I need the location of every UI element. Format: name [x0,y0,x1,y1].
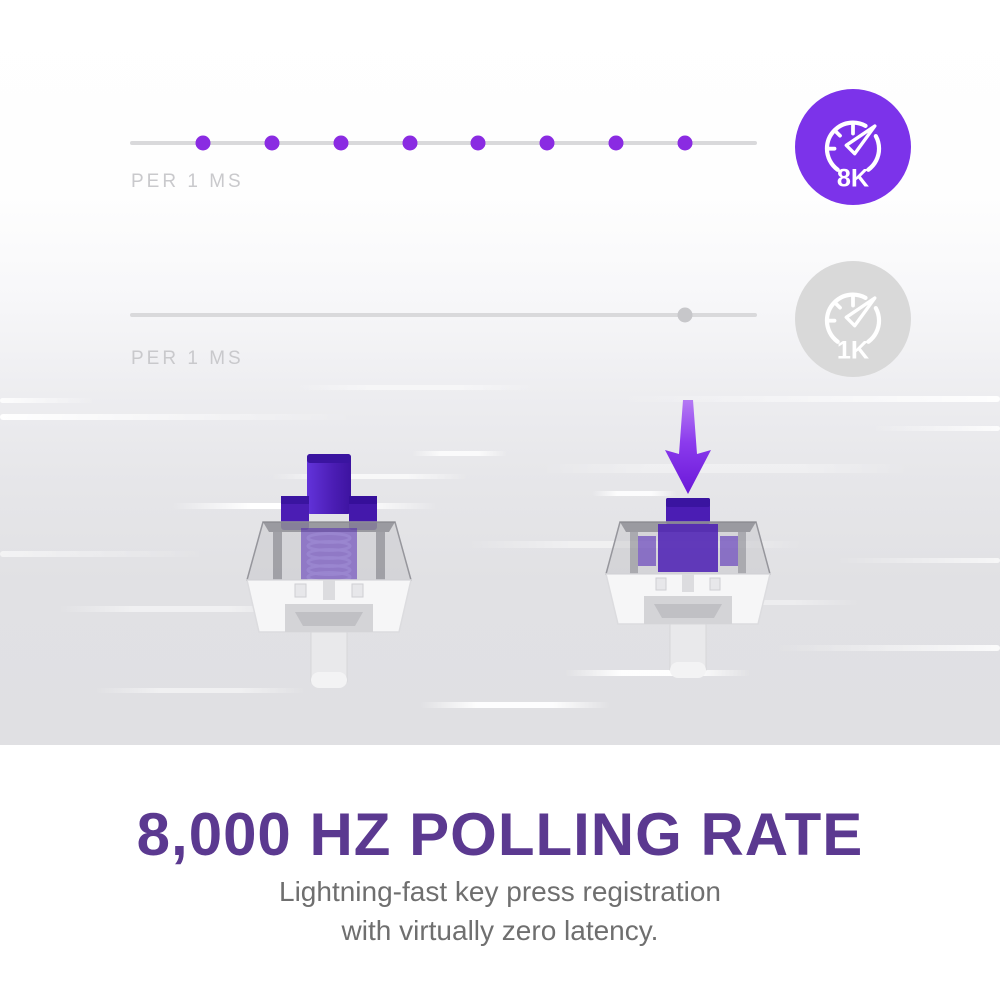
speed-streak [420,702,610,708]
speed-streak [618,396,1000,402]
speed-streak [295,385,535,390]
polling-dot [677,307,693,323]
speed-streak [540,464,910,473]
speedometer-icon: 1K [824,292,882,361]
polling-dot [333,135,349,151]
badge-8k: 8K [795,89,911,205]
badge-8k-label: 8K [837,164,869,189]
polling-dot [470,135,486,151]
speed-streak [95,688,305,693]
headline: 8,000 HZ POLLING RATE [136,801,864,868]
speed-streak [565,670,750,676]
timeline-slow-track [130,307,757,323]
speed-streak [272,474,467,479]
per-ms-label-fast: PER 1 MS [131,171,244,192]
badge-1k-label: 1K [837,336,869,361]
switch-pressed-illustration [600,498,776,706]
polling-dot [539,135,555,151]
polling-dot [608,135,624,151]
speed-streak [412,451,507,456]
speedometer-icon: 8K [824,120,882,189]
polling-dot [677,135,693,151]
speed-streak [58,606,303,612]
down-arrow-icon [656,400,720,496]
timeline-fast-track [130,135,757,151]
polling-dot [264,135,280,151]
subtitle: Lightning-fast key press registration wi… [0,872,1000,950]
subtitle-line-1: Lightning-fast key press registration [279,876,721,907]
polling-dot [195,135,211,151]
speed-streak [0,551,205,557]
speed-streak [836,558,1000,563]
speed-streak [592,491,677,496]
badge-1k: 1K [795,261,911,377]
speed-streak [0,398,95,403]
per-ms-label-slow: PER 1 MS [131,348,244,369]
speed-streak [872,426,1000,431]
switch-released-illustration [229,450,429,705]
speed-streak [775,645,1000,651]
polling-dot [402,135,418,151]
subtitle-line-2: with virtually zero latency. [341,915,659,946]
speed-streak [0,414,355,420]
